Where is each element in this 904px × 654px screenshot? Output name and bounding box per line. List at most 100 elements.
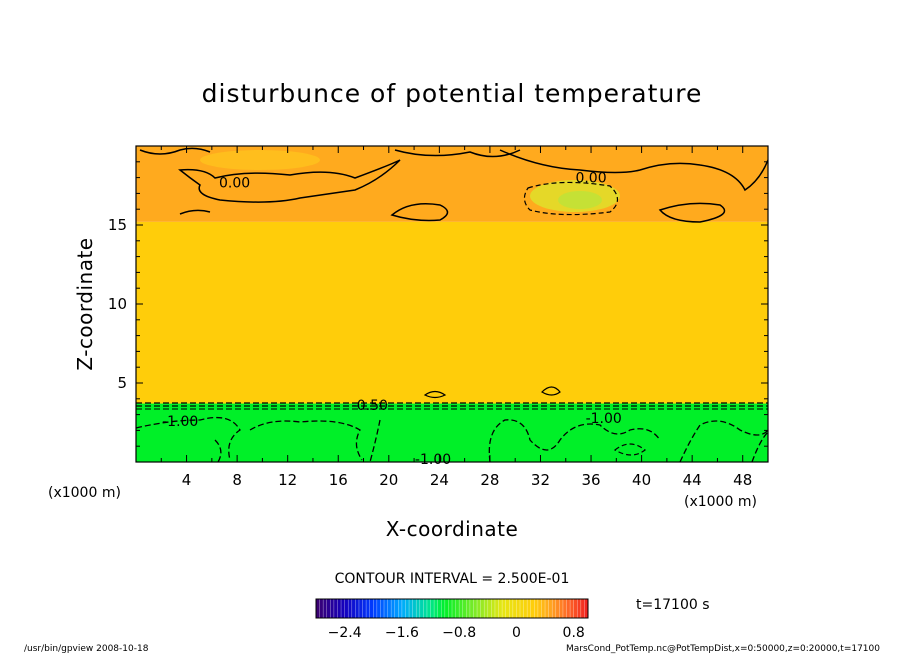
colorbar-cell	[351, 599, 356, 618]
colorbar-cell	[369, 599, 374, 618]
colorbar-cell	[316, 599, 320, 618]
colorbar-tick-label: −0.8	[442, 625, 476, 641]
x-tick-label: 12	[278, 471, 297, 489]
x-tick-label: 8	[232, 471, 242, 489]
colorbar-cell	[459, 599, 464, 618]
colorbar-cell	[584, 599, 589, 618]
colorbar-cell	[527, 599, 532, 618]
colorbar-tick-label: −1.6	[385, 625, 419, 641]
x-tick-label: 16	[329, 471, 348, 489]
colorbar-cell	[473, 599, 478, 618]
contour-label-0: 0.00	[219, 175, 250, 191]
colorbar-cell	[366, 599, 371, 618]
x-axis: 4 8 12 16 20 24 28 32 36 40 44 48	[160, 146, 752, 489]
colorbar-ticks: −2.4 −1.6 −0.8 0 0.8	[328, 625, 585, 641]
field-layer-0	[136, 403, 768, 462]
colorbar-cell	[434, 599, 439, 618]
colorbar	[315, 599, 589, 618]
colorbar-cell	[419, 599, 424, 618]
colorbar-cell	[548, 599, 553, 618]
colorbar-cell	[537, 599, 542, 618]
contour-interval: CONTOUR INTERVAL = 2.500E-01	[335, 571, 570, 587]
x-tick-label: 48	[733, 471, 752, 489]
x-tick-label: 28	[480, 471, 499, 489]
x-tick-label: 4	[182, 471, 192, 489]
footer-left: /usr/bin/gpview 2008-10-18	[24, 644, 149, 654]
colorbar-cell	[423, 599, 428, 618]
colorbar-cell	[430, 599, 435, 618]
contour-lines	[136, 147, 768, 462]
colorbar-cell	[409, 599, 414, 618]
colorbar-cell	[545, 599, 550, 618]
x-tick-label: 24	[430, 471, 449, 489]
colorbar-tick-label: 0.8	[563, 625, 585, 641]
colorbar-cell	[401, 599, 406, 618]
colorbar-cell	[502, 599, 507, 618]
colorbar-cell	[355, 599, 360, 618]
y-tick-label: 5	[117, 374, 127, 392]
colorbar-cell	[559, 599, 564, 618]
x-tick-label: 44	[683, 471, 702, 489]
colorbar-cell	[494, 599, 499, 618]
colorbar-frame	[315, 598, 589, 619]
colorbar-cell	[384, 599, 388, 618]
colorbar-cell	[319, 599, 324, 618]
colorbar-cell	[394, 599, 399, 618]
x-unit-right: (x1000 m)	[684, 494, 757, 510]
field-layer-1	[136, 221, 768, 404]
colorbar-cell	[570, 599, 575, 618]
y-tick-label: 15	[108, 216, 127, 234]
colorbar-cell	[380, 599, 385, 618]
colorbar-cell	[437, 599, 442, 618]
colorbar-cell	[516, 599, 521, 618]
colorbar-cell	[466, 599, 471, 618]
colorbar-cell	[398, 599, 403, 618]
x-unit-left: (x1000 m)	[48, 485, 121, 501]
x-tick-label: 32	[531, 471, 550, 489]
x-tick-label: 20	[379, 471, 398, 489]
colorbar-cell	[523, 599, 528, 618]
x-tick-label: 40	[632, 471, 651, 489]
colorbar-tick-label: −2.4	[328, 625, 362, 641]
colorbar-cell	[520, 599, 524, 618]
colorbar-cell	[391, 599, 396, 618]
colorbar-cell	[498, 599, 503, 618]
colorbar-cell	[341, 599, 346, 618]
contour-label-1: 0.00	[575, 171, 606, 187]
colorbar-cell	[333, 599, 338, 618]
colorbar-cell	[444, 599, 449, 618]
colorbar-cell	[462, 599, 467, 618]
colorbar-cell	[455, 599, 460, 618]
colorbar-cell	[448, 599, 453, 618]
colorbar-cell	[484, 599, 489, 618]
y-axis-label: Z-coordinate	[73, 237, 97, 370]
x-axis-label: X-coordinate	[386, 517, 519, 541]
colorbar-tick-label: 0	[512, 625, 521, 641]
colorbar-cell	[405, 599, 410, 618]
colorbar-cell	[530, 599, 535, 618]
colorbar-cell	[512, 599, 517, 618]
chart-title: disturbunce of potential temperature	[202, 79, 703, 108]
y-tick-label: 10	[108, 295, 127, 313]
colorbar-cell	[344, 599, 349, 618]
x-tick-label: 36	[581, 471, 600, 489]
colorbar-cell	[323, 599, 328, 618]
colorbar-cell	[477, 599, 482, 618]
y-axis: 5 10 15	[108, 161, 768, 447]
colorbar-cell	[452, 599, 456, 618]
colorbar-cell	[552, 599, 557, 618]
colorbar-cell	[580, 599, 585, 618]
colorbar-cell	[441, 599, 446, 618]
colorbar-cell	[326, 599, 331, 618]
field-layers	[136, 146, 768, 462]
colorbar-cell	[534, 599, 539, 618]
contour-label-4: -1.00	[586, 411, 622, 427]
colorbar-cell	[505, 599, 510, 618]
footer-right: MarsCond_PotTemp.nc@PotTempDist,x=0:5000…	[566, 644, 880, 654]
colorbar-cell	[358, 599, 363, 618]
contour-labels: 0.00 0.00 -0.50 -1.00 -1.00 -1.00	[162, 171, 622, 468]
colorbar-cell	[330, 599, 335, 618]
time-label: t=17100 s	[636, 597, 710, 613]
colorbar-cell	[577, 599, 582, 618]
